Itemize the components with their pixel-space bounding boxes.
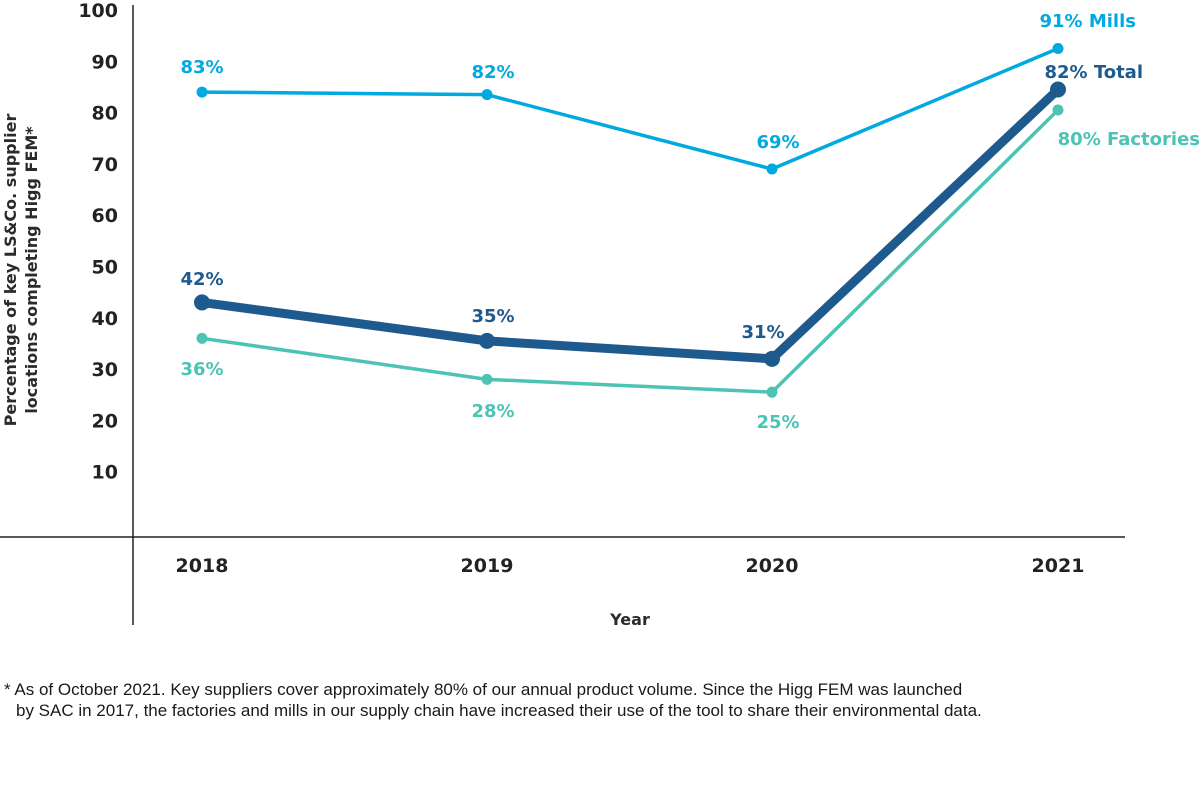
data-point-total [479,332,495,349]
data-label-total: 31% [741,322,784,343]
data-label-mills: 82% [471,62,514,83]
y-tick-label: 100 [78,0,118,22]
x-tick-label: 2021 [1032,555,1085,577]
footnote-line-1: * As of October 2021. Key suppliers cove… [4,680,963,699]
data-point-factories [766,386,778,398]
footnote: * As of October 2021. Key suppliers cove… [4,679,1184,721]
data-point-mills [1052,42,1064,54]
y-tick-label: 10 [92,462,118,484]
series-line-total [197,85,1063,364]
data-label-factories: 28% [471,401,514,422]
y-tick-label: 30 [92,359,118,381]
data-point-mills [481,89,493,101]
y-tick-labels: 10 20 30 40 50 60 70 80 90 100 [78,0,118,484]
data-point-factories [481,373,493,385]
data-point-total [1050,81,1066,98]
x-tick-label: 2019 [461,555,514,577]
series-line-factories [200,108,1060,394]
data-label-total: 42% [180,269,223,290]
data-point-mills [766,163,778,175]
x-tick-labels: 2018 2019 2020 2021 [176,555,1085,577]
y-tick-label: 40 [92,308,118,330]
footnote-line-2: by SAC in 2017, the factories and mills … [16,701,982,720]
y-tick-label: 70 [92,154,118,176]
data-point-factories [1052,104,1064,116]
x-axis-title: Year [609,610,650,629]
data-label-mills: 91% Mills [1040,11,1137,32]
y-tick-label: 90 [92,51,118,73]
data-label-total: 35% [471,306,514,327]
data-label-factories: 36% [180,359,223,380]
data-point-mills [196,86,208,98]
series-mills: 83% 82% 69% 91% Mills [180,11,1136,175]
y-axis-title-line-1: Percentage of key LS&Co. supplier [1,114,20,427]
series-layer: 83% 82% 69% 91% Mills 36% 28% 25% 80% Factories… [180,11,1200,433]
y-tick-label: 80 [92,103,118,125]
x-tick-label: 2018 [176,555,229,577]
x-tick-label: 2020 [746,555,799,577]
data-label-factories: 25% [756,412,799,433]
data-label-total: 82% Total [1044,62,1143,83]
data-label-factories: 80% Factories [1058,129,1200,150]
series-total: 42% 35% 31% 82% Total [180,62,1143,367]
y-tick-label: 20 [92,410,118,432]
y-tick-label: 50 [92,257,118,279]
y-tick-label: 60 [92,205,118,227]
data-point-total [764,350,780,367]
y-axis-title-line-2: locations completing Higg FEM* [22,126,41,414]
series-factories: 36% 28% 25% 80% Factories [180,104,1200,433]
series-line-mills [200,46,1060,171]
data-label-mills: 69% [756,132,799,153]
data-label-mills: 83% [180,57,223,78]
data-point-total [194,294,210,311]
data-point-factories [196,332,208,344]
